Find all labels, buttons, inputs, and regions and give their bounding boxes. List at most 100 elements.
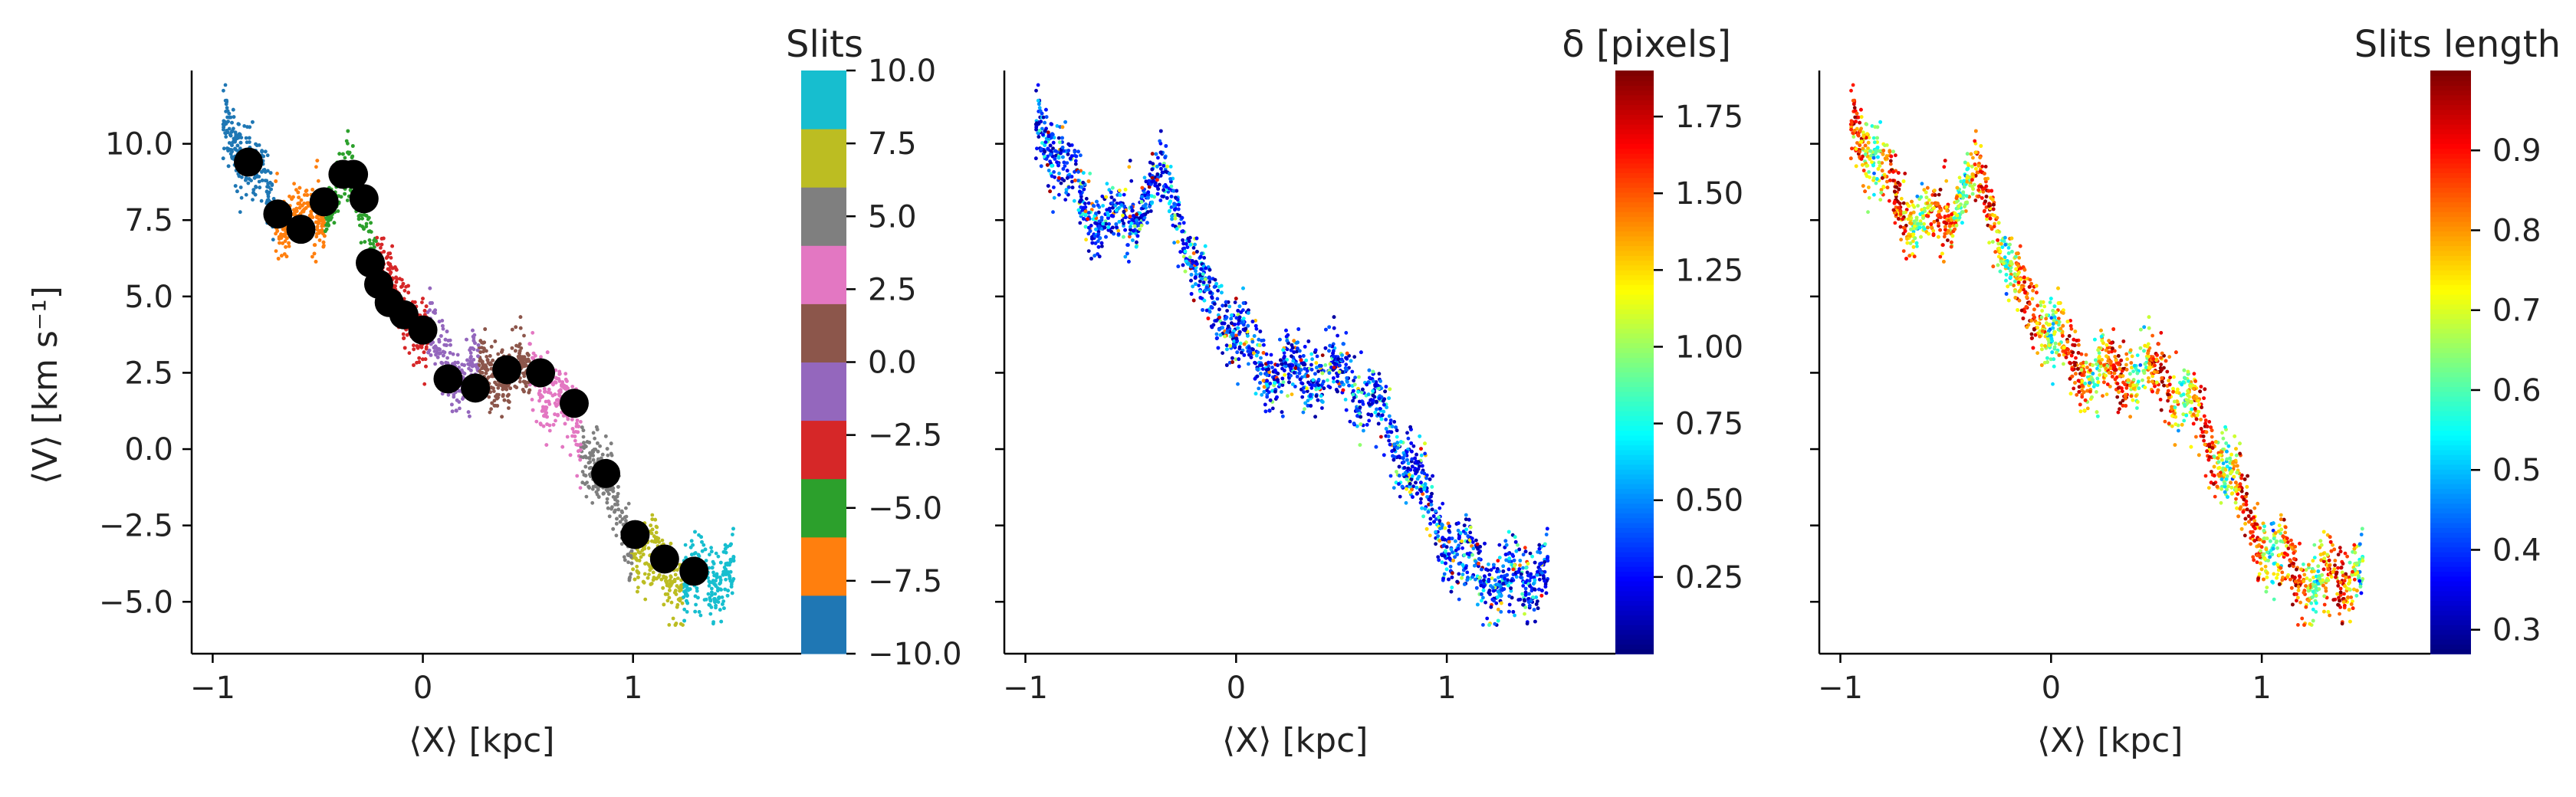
scatter-point (646, 576, 650, 580)
scatter-point (1332, 379, 1336, 384)
scatter-point (412, 343, 416, 348)
scatter-point (618, 520, 623, 524)
scatter-point (258, 185, 262, 190)
colorbar-tick-label: −7.5 (868, 564, 942, 599)
scatter-point (238, 146, 242, 151)
scatter-point (707, 602, 711, 607)
centroid-marker (286, 215, 316, 244)
scatter-point (1388, 418, 1393, 422)
scatter-point (1284, 334, 1289, 339)
scatter-point (650, 527, 655, 532)
scatter-point (651, 570, 656, 575)
scatter-point (665, 599, 670, 603)
scatter-point (702, 598, 707, 602)
scatter-point (588, 460, 592, 464)
scatter-point (1057, 140, 1062, 145)
scatter-point (282, 252, 287, 256)
scatter-point (570, 418, 574, 421)
scatter-point (731, 533, 734, 536)
scatter-point (649, 523, 653, 527)
scatter-point (275, 229, 280, 233)
scatter-point (356, 214, 361, 218)
scatter-point (1405, 431, 1409, 435)
y-tick-label: 2.5 (124, 356, 173, 391)
scatter-point (274, 179, 278, 183)
scatter-point (725, 593, 730, 598)
scatter-point (554, 418, 557, 423)
scatter-point (1068, 143, 1072, 148)
y-tick-label: 10.0 (105, 127, 173, 162)
scatter-points (1033, 83, 1550, 627)
scatter-point (522, 333, 526, 338)
scatter-point (718, 582, 721, 586)
scatter-point (428, 301, 432, 305)
scatter-point (415, 344, 419, 348)
scatter-point (1419, 497, 1423, 501)
scatter-point (1411, 444, 1416, 448)
scatter-point (1468, 530, 1473, 535)
scatter-point (713, 592, 718, 596)
scatter-point (568, 453, 573, 458)
scatter-point (1259, 356, 1263, 360)
scatter-point (607, 514, 612, 519)
scatter-point (646, 562, 651, 567)
centroid-marker (492, 355, 522, 385)
scatter-point (263, 149, 268, 154)
scatter-point (1523, 586, 1528, 591)
scatter-point (402, 346, 407, 350)
scatter-point (682, 589, 686, 594)
scatter-point (531, 351, 536, 356)
scatter-point (315, 231, 319, 236)
scatter-point (462, 363, 466, 367)
scatter-point (573, 438, 577, 443)
centroid-marker (408, 315, 438, 345)
scatter-point (1079, 153, 1083, 158)
scatter-point (405, 333, 409, 337)
scatter-point (246, 181, 251, 185)
scatter-point (730, 591, 734, 595)
scatter-point (507, 406, 511, 410)
scatter-point (641, 579, 646, 584)
scatter-point (539, 355, 543, 359)
scatter-point (1384, 418, 1388, 421)
scatter-point (624, 506, 628, 510)
scatter-point (591, 450, 596, 454)
scatter-point (636, 585, 640, 589)
scatter-point (1055, 160, 1059, 165)
scatter-point (1100, 244, 1104, 248)
scatter-point (454, 408, 458, 412)
scatter-point (223, 83, 228, 87)
scatter-point (363, 240, 367, 244)
scatter-point (500, 415, 504, 419)
scatter-point (715, 576, 719, 579)
scatter-point (362, 227, 366, 231)
scatter-point (668, 585, 672, 589)
scatter-point (668, 578, 672, 582)
colorbar-segment (801, 536, 846, 596)
scatter-point (291, 195, 295, 199)
scatter-point (714, 579, 718, 583)
scatter-point (671, 616, 675, 621)
scatter-point (280, 234, 284, 238)
scatter-point (629, 561, 634, 566)
scatter-point (508, 386, 513, 391)
scatter-point (1372, 379, 1375, 383)
scatter-point (609, 441, 613, 446)
scatter-point (1384, 385, 1388, 389)
scatter-point (441, 323, 445, 328)
scatter-point (224, 135, 228, 139)
scatter-point (573, 435, 577, 438)
scatter-point (1344, 330, 1349, 335)
scatter-point (657, 540, 662, 544)
scatter-point (412, 347, 416, 352)
scatter-point (424, 364, 428, 369)
scatter-point (667, 595, 672, 600)
scatter-point (541, 424, 546, 428)
scatter-point (690, 553, 694, 556)
scatter-point (728, 579, 733, 583)
scatter-point (1314, 361, 1319, 365)
scatter-point (478, 370, 483, 375)
scatter-point (364, 221, 369, 226)
scatter-point (1527, 579, 1532, 583)
scatter-point (478, 339, 483, 343)
